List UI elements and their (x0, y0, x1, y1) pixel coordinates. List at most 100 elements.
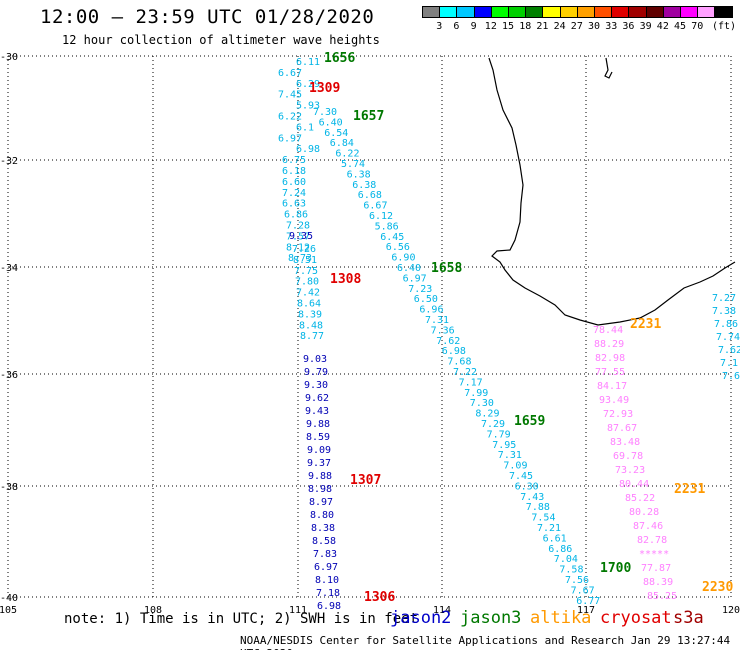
swh-value-label: 6.67 (278, 68, 302, 79)
swh-value-label: 7.67 (571, 585, 595, 596)
pass-time-label: 2230 (702, 580, 733, 595)
legend-item-altika: altika (530, 608, 592, 628)
swh-value-label: 7.74 (716, 332, 740, 343)
swh-value-label: 8.97 (309, 497, 333, 508)
swh-value-label: 6.86 (284, 210, 308, 221)
swh-value-label: 6.98 (442, 346, 466, 357)
swh-value-label: 7.30 (470, 398, 494, 409)
swh-value-label: 7.62 (718, 345, 740, 356)
swh-value-label: 80.28 (629, 507, 659, 518)
swh-value-label: 6.38 (352, 180, 376, 191)
swh-value-label: 6.63 (282, 199, 306, 210)
swh-value-label: 7.42 (296, 288, 320, 299)
swh-value-label: 7.17 (459, 377, 483, 388)
color-scale-label: 24 (553, 21, 566, 32)
longitude-tick-label: 108 (144, 605, 162, 616)
longitude-tick-label: 117 (577, 605, 595, 616)
color-scale-label: 12 (484, 21, 497, 32)
pass-time-label: 1306 (364, 590, 395, 605)
swh-value-label: 6.97 (278, 133, 302, 144)
australia-coastline (488, 57, 736, 326)
color-scale-label: 3 (436, 21, 443, 32)
color-scale-label: 6 (453, 21, 460, 32)
pass-time-label: 2231 (674, 482, 705, 497)
swh-value-label: 6.77 (576, 596, 600, 607)
swh-value-label: 6.54 (324, 128, 348, 139)
color-scale-label: 45 (674, 21, 687, 32)
swh-value-label: 6.38 (347, 169, 371, 180)
swh-value-label: 7.88 (526, 502, 550, 513)
color-scale-unit: (ft) (712, 21, 737, 32)
color-scale-label: 30 (588, 21, 601, 32)
swh-value-label: 6.1 (296, 122, 314, 133)
swh-value-label: 8.29 (475, 409, 499, 420)
color-scale-label: 18 (519, 21, 532, 32)
swh-value-label: 6.11 (296, 57, 320, 68)
swh-value-label: 7.31 (498, 450, 522, 461)
legend-item-jason3: jason3 (460, 608, 522, 628)
longitude-tick-label: 114 (433, 605, 451, 616)
swh-value-label: 69.78 (613, 451, 643, 462)
latitude-tick-label: -34 (0, 263, 18, 274)
swh-value-label: 87.46 (633, 521, 663, 532)
swh-value-label: 7.57 (286, 231, 310, 242)
swh-value-label: 9.03 (303, 354, 327, 365)
pass-time-label: 1307 (350, 473, 381, 488)
swh-value-label: 9.37 (307, 458, 331, 469)
swh-value-label: 7.86 (714, 319, 738, 330)
swh-value-label: 6.12 (369, 211, 393, 222)
swh-value-label: 7.45 (509, 471, 533, 482)
swh-value-label: 8.80 (310, 510, 334, 521)
swh-value-label: 7.18 (316, 588, 340, 599)
coastline (488, 57, 736, 326)
longitude-tick-label: 120 (722, 605, 740, 616)
color-scale-label: 27 (570, 21, 583, 32)
swh-value-label: 7.04 (554, 554, 578, 565)
swh-value-label: 6.61 (543, 533, 567, 544)
swh-value-label: 8.10 (315, 575, 339, 586)
swh-value-label: 8.98 (308, 484, 332, 495)
swh-value-label: 9.35 (289, 231, 313, 242)
swh-value-label: 6.56 (386, 242, 410, 253)
swh-value-label: 87.67 (607, 423, 637, 434)
legend-item-jason2: jason2 (390, 608, 452, 628)
color-scale-label: 39 (639, 21, 652, 32)
swh-value-label: 7.38 (712, 306, 736, 317)
color-scale-label: 9 (470, 21, 477, 32)
swh-value-label: 7.24 (282, 188, 306, 199)
swh-value-label: 7.75 (294, 266, 318, 277)
swh-value-label: 5.86 (375, 221, 399, 232)
swh-value-label: 7.99 (464, 388, 488, 399)
swh-value-label: 7.80 (295, 277, 319, 288)
swh-value-label: 7.21 (537, 523, 561, 534)
swh-value-label: 8.51 (293, 255, 317, 266)
pass-time-label: 1658 (431, 261, 462, 276)
swh-value-label: 7.62 (436, 336, 460, 347)
swh-value-label: 7.28 (286, 221, 310, 232)
swh-value-label: 6.75 (282, 155, 306, 166)
pass-time-labels: 1656 1309 1657 1658 1308 2231 1659 1307 2231 1700… (309, 51, 733, 605)
color-scale-label: 36 (622, 21, 635, 32)
longitude-tick-label: 111 (289, 605, 307, 616)
swh-value-label: 77.55 (595, 367, 625, 378)
pass-time-label: 1656 (324, 51, 355, 66)
swh-value-label: 7.54 (531, 513, 555, 524)
swh-value-label: 9.88 (306, 419, 330, 430)
swh-value-label: 6.45 (380, 232, 404, 243)
pass-time-label: 2231 (630, 317, 661, 332)
color-scale-swatch (714, 6, 733, 18)
swh-value-label: 6.98 (317, 601, 341, 612)
color-scale-label: 42 (656, 21, 669, 32)
map-grid (7, 55, 732, 598)
swh-value-label: 6.22 (278, 112, 302, 123)
swh-value-label: 8.38 (311, 523, 335, 534)
swh-value-label: 7.45 (278, 90, 302, 101)
swh-value-label: 6.97 (403, 273, 427, 284)
swh-value-label: 5.93 (296, 101, 320, 112)
swh-value-label: 7.36 (431, 325, 455, 336)
swh-value-label: 88.39 (643, 577, 673, 588)
swh-value-label: 7.95 (492, 440, 516, 451)
swh-value-label: 7.31 (425, 315, 449, 326)
swh-value-label: 7.58 (559, 565, 583, 576)
